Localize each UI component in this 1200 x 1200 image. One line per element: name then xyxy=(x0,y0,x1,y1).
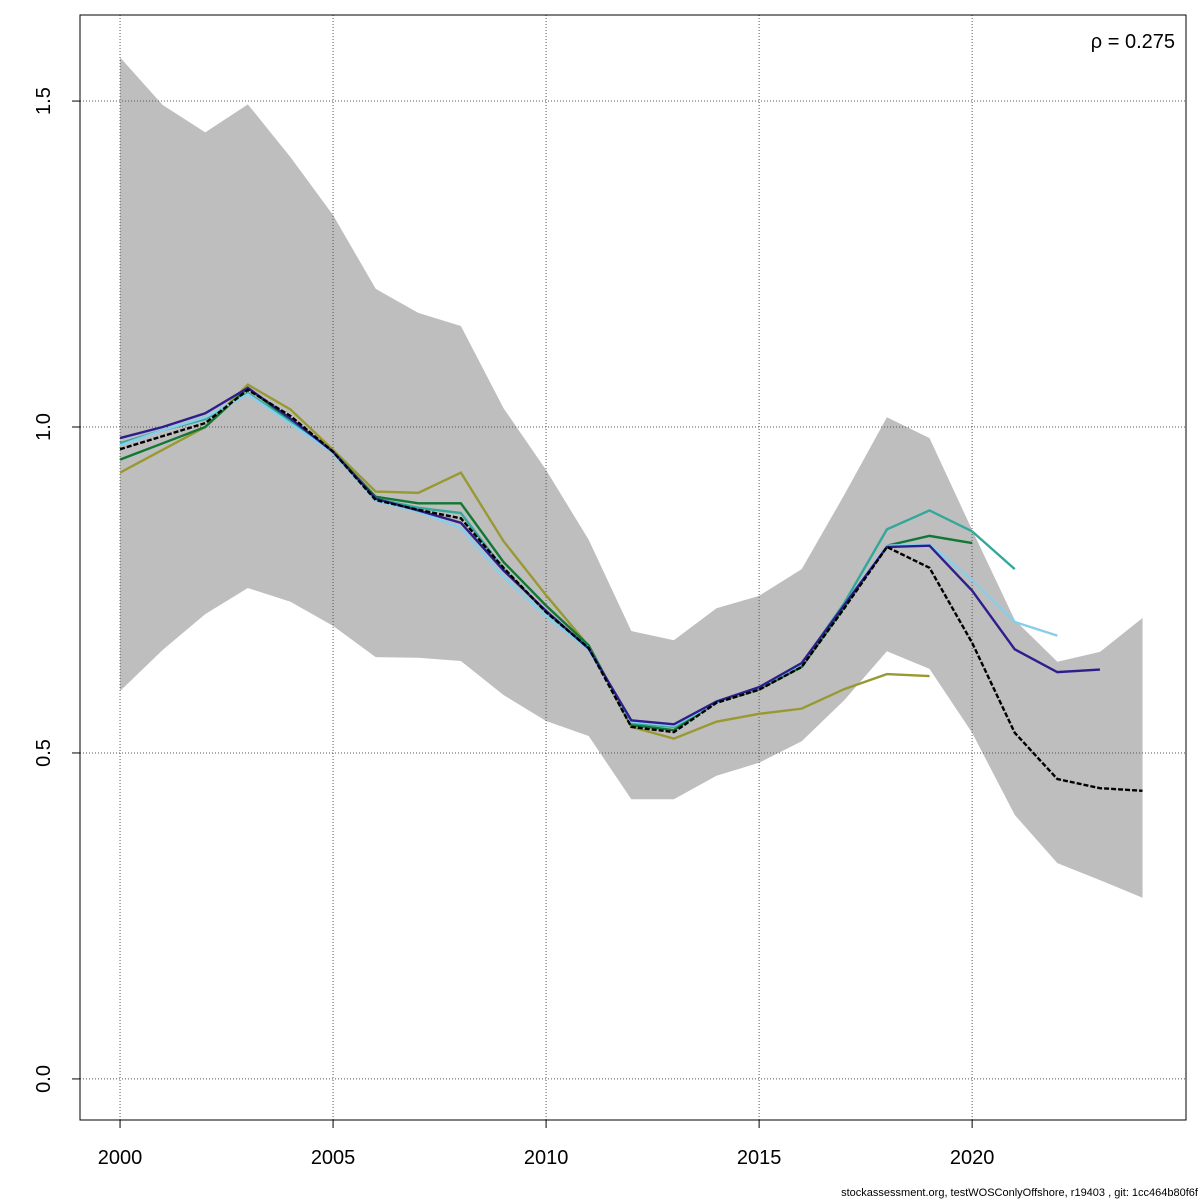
plot-frame xyxy=(79,14,1187,1121)
y-tick-label: 0.5 xyxy=(33,739,55,767)
confidence-band xyxy=(120,57,1143,898)
series-line xyxy=(119,388,1143,792)
x-tick-label: 2015 xyxy=(737,1147,782,1169)
y-tick-label: 1.5 xyxy=(33,87,55,115)
footer: stockassessment.org, testWOSConlyOffshor… xyxy=(841,1187,1199,1199)
series-line xyxy=(119,386,1101,726)
annotation: ρ = 0.275 xyxy=(1091,31,1175,53)
x-tick-label: 2000 xyxy=(98,1147,143,1169)
x-tick-label: 2005 xyxy=(311,1147,356,1169)
x-tick-label: 2020 xyxy=(950,1147,995,1169)
x-tick-label: 2010 xyxy=(524,1147,569,1169)
series-line xyxy=(119,383,930,740)
y-tick-label: 0.0 xyxy=(33,1065,55,1093)
y-tick-label: 1.0 xyxy=(33,413,55,441)
